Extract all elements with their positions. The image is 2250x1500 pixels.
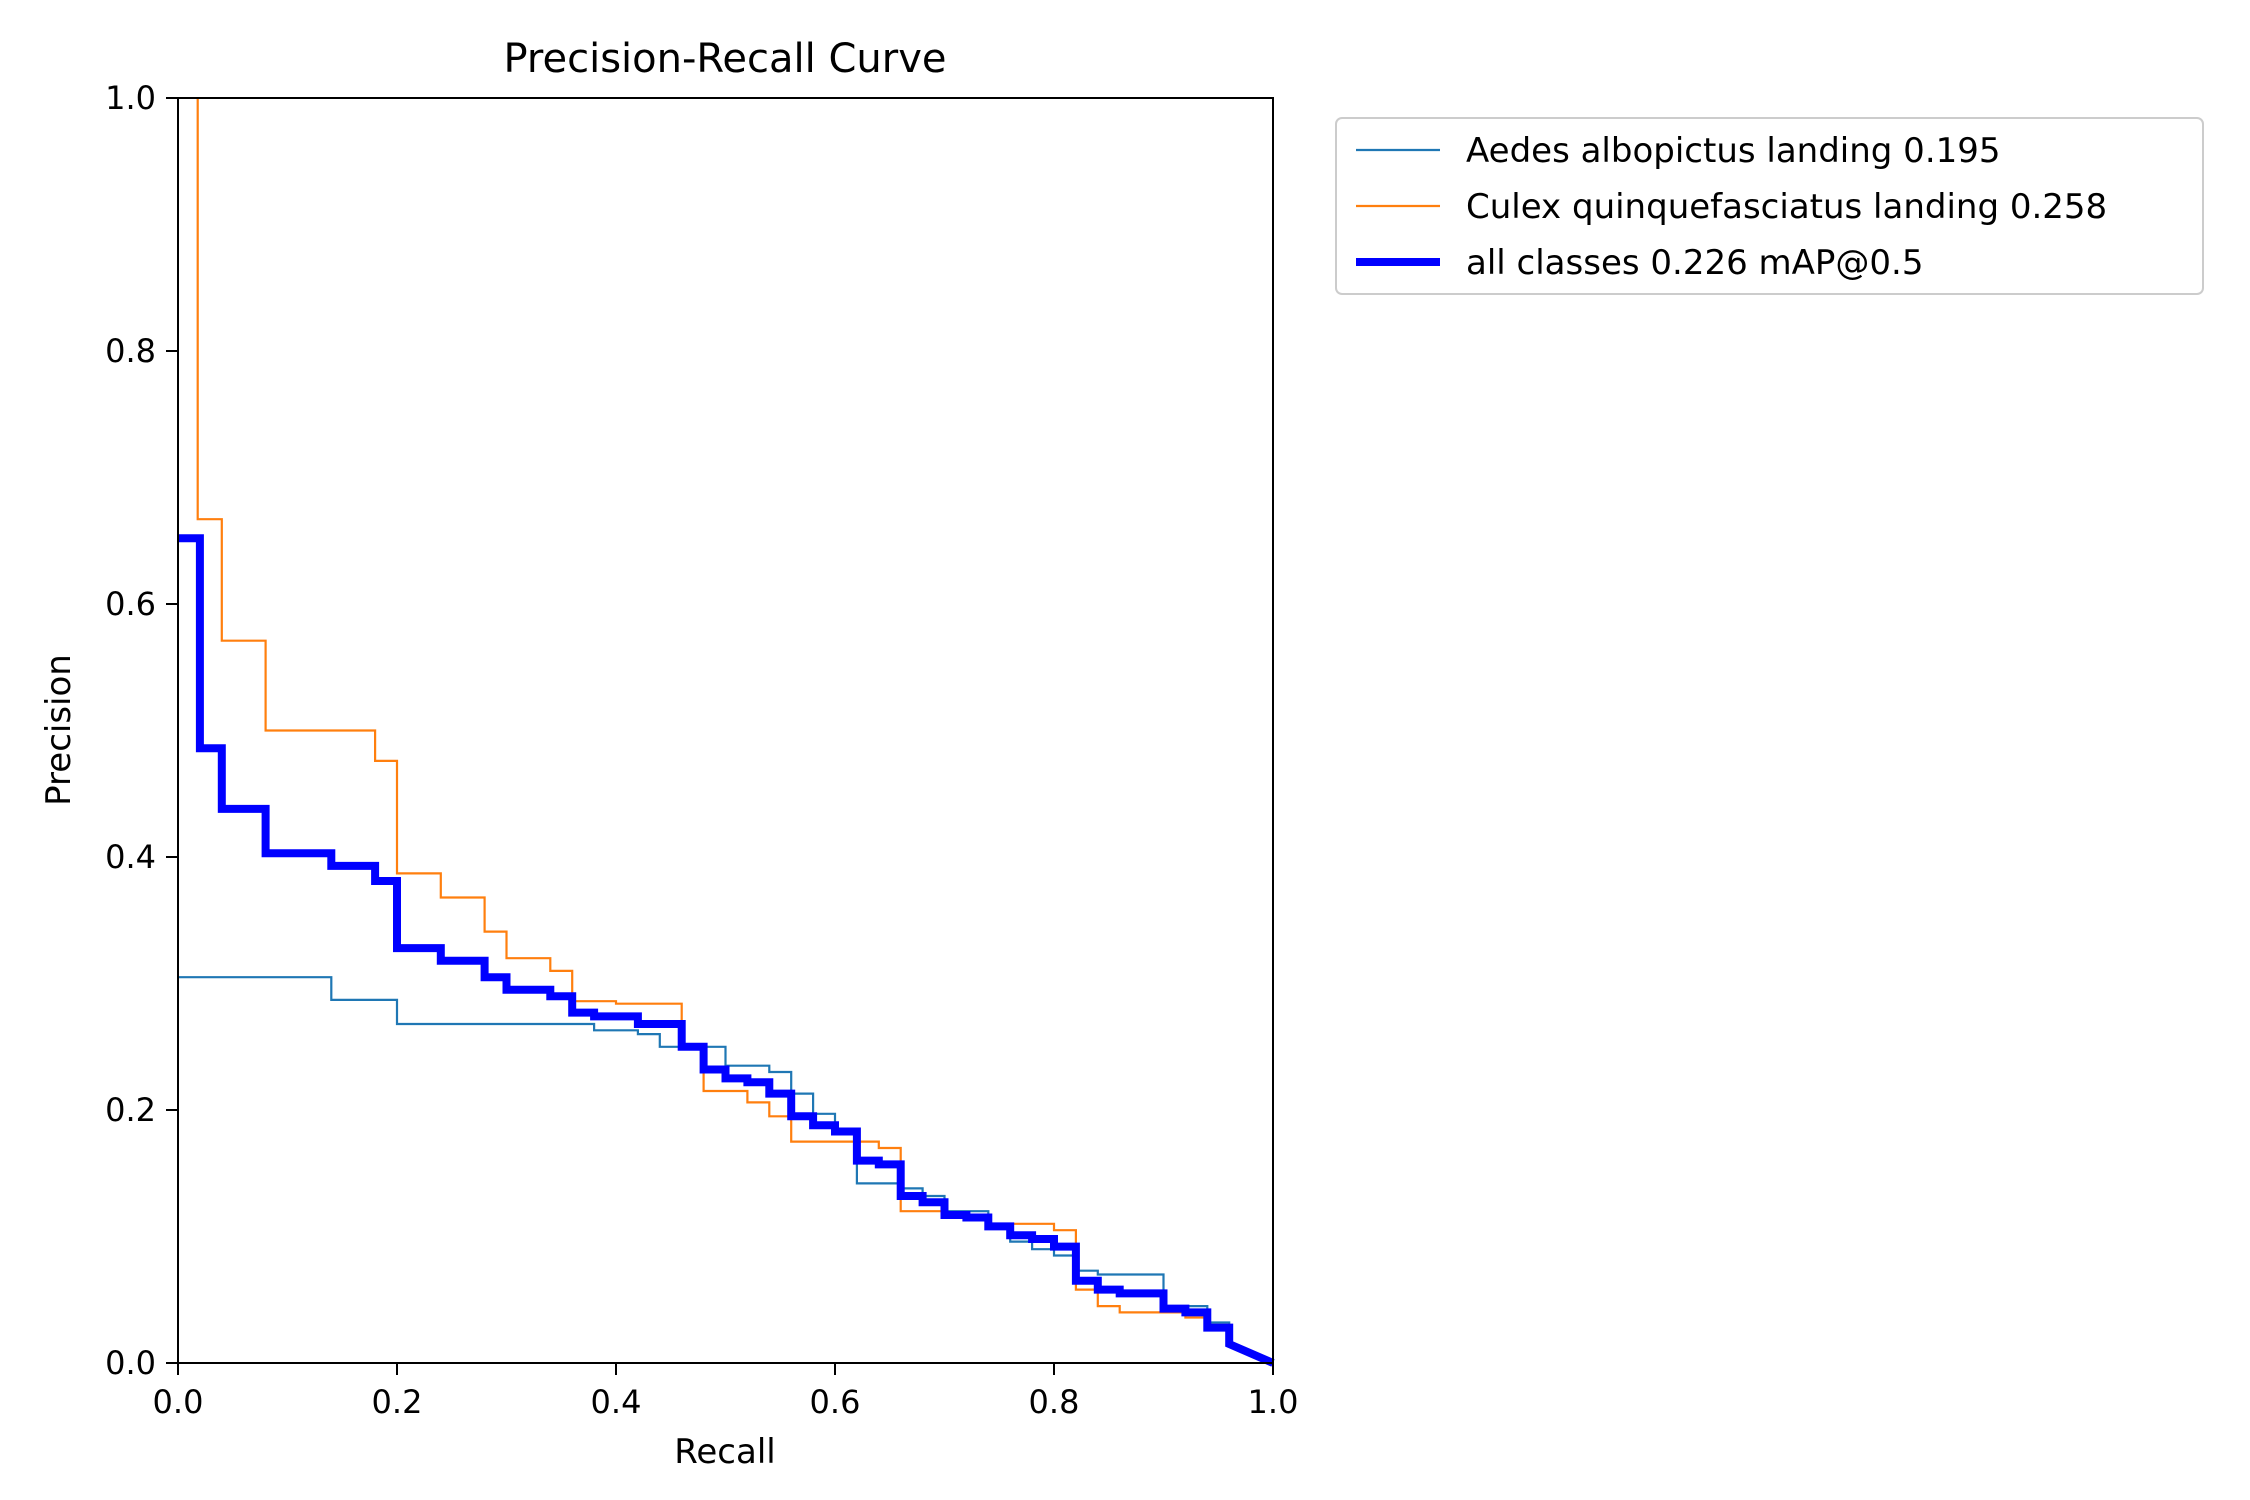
legend-label-1: Aedes albopictus landing 0.195 — [1466, 131, 2001, 171]
x-tick-label: 1.0 — [1248, 1383, 1299, 1421]
legend-items: Aedes albopictus landing 0.195 Culex quin… — [1356, 131, 2107, 283]
x-tick-label: 0.0 — [153, 1383, 204, 1421]
x-tick-label: 0.4 — [591, 1383, 642, 1421]
plot-frame — [177, 97, 1274, 1364]
x-axis: 0.0 0.2 0.4 0.6 0.8 1.0 — [153, 1363, 1299, 1421]
y-tick-label: 0.6 — [105, 585, 156, 623]
y-tick-label: 0.8 — [105, 332, 156, 370]
legend-label-3: all classes 0.226 mAP@0.5 — [1466, 243, 1923, 283]
legend-box — [1335, 117, 2204, 295]
x-tick-label: 0.6 — [810, 1383, 861, 1421]
x-tick-label: 0.8 — [1029, 1383, 1080, 1421]
y-axis: 0.0 0.2 0.4 0.6 0.8 1.0 — [105, 79, 178, 1382]
series-layer — [178, 98, 1275, 1367]
x-tick-label: 0.2 — [372, 1383, 423, 1421]
plot-area — [177, 97, 1275, 1367]
y-tick-label: 0.0 — [105, 1344, 156, 1382]
y-tick-label: 1.0 — [105, 79, 156, 117]
chart-title: Precision-Recall Curve — [504, 36, 947, 82]
x-axis-label: Recall — [674, 1432, 775, 1472]
y-tick-label: 0.2 — [105, 1091, 156, 1129]
y-tick-label: 0.4 — [105, 838, 156, 876]
legend-label-2: Culex quinquefasciatus landing 0.258 — [1466, 187, 2107, 227]
y-axis-label: Precision — [39, 654, 79, 806]
series-line-2 — [196, 98, 1274, 1365]
legend: Aedes albopictus landing 0.195 Culex quin… — [1335, 117, 2204, 295]
series-line-3 — [178, 534, 1275, 1367]
